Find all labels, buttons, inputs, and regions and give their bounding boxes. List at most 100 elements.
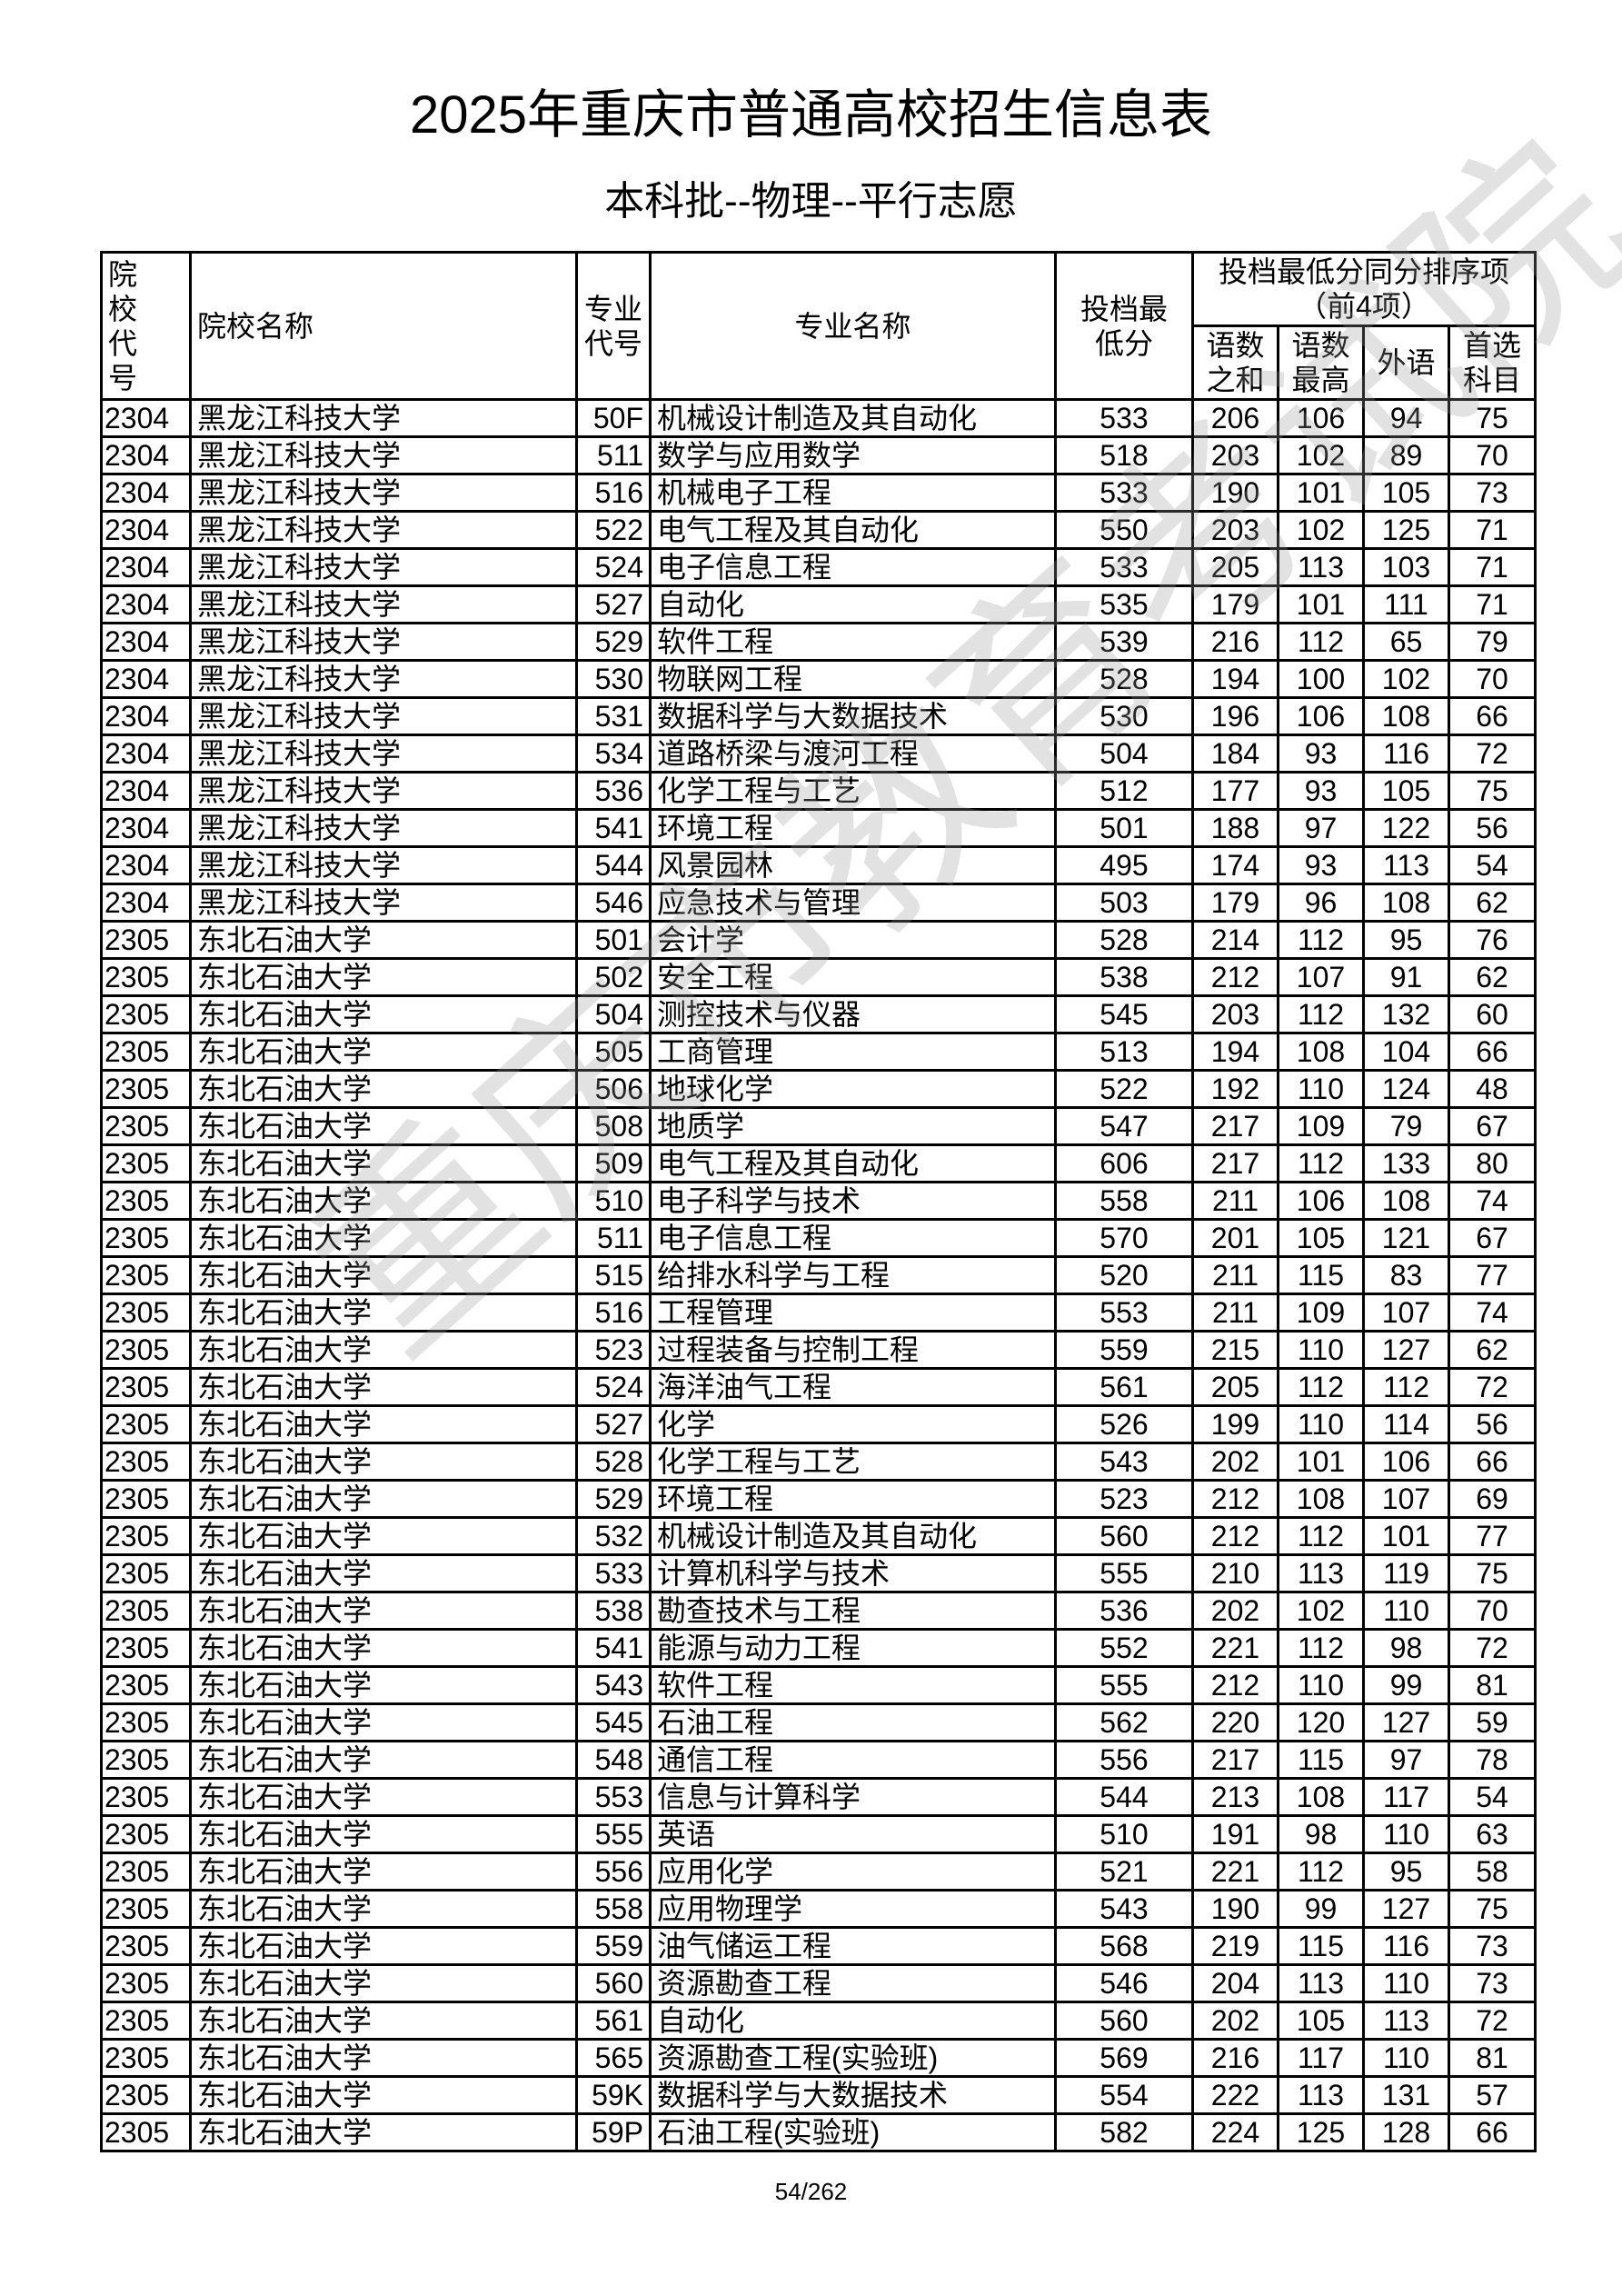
cell-major-code: 555 bbox=[575, 1814, 652, 1854]
cell-school-code: 2305 bbox=[100, 1591, 192, 1631]
header-foreign-lang: 外语 bbox=[1362, 324, 1450, 401]
cell-school-code: 2305 bbox=[100, 1069, 192, 1109]
cell-chn-math-max: 107 bbox=[1277, 957, 1365, 997]
cell-major-name: 数据科学与大数据技术 bbox=[649, 2075, 1057, 2115]
cell-major-code: 548 bbox=[575, 1740, 652, 1780]
cell-school-name: 东北石油大学 bbox=[189, 1255, 578, 1295]
cell-chn-math-sum: 184 bbox=[1191, 734, 1279, 774]
cell-chn-math-sum: 203 bbox=[1191, 994, 1279, 1034]
cell-school-code: 2305 bbox=[100, 1255, 192, 1295]
cell-major-code: 523 bbox=[575, 1330, 652, 1370]
cell-major-code: 565 bbox=[575, 2038, 652, 2078]
cell-min-score: 560 bbox=[1054, 2001, 1194, 2041]
cell-foreign-lang: 65 bbox=[1362, 622, 1450, 662]
cell-school-code: 2304 bbox=[100, 808, 192, 848]
cell-chn-math-sum: 202 bbox=[1191, 2001, 1279, 2041]
cell-school-code: 2305 bbox=[100, 1367, 192, 1407]
cell-school-name: 东北石油大学 bbox=[189, 1553, 578, 1593]
cell-major-name: 化学工程与工艺 bbox=[649, 771, 1057, 811]
cell-chn-math-max: 115 bbox=[1277, 1926, 1365, 1966]
cell-foreign-lang: 127 bbox=[1362, 1330, 1450, 1370]
cell-first-subject: 56 bbox=[1448, 808, 1537, 848]
cell-chn-math-sum: 222 bbox=[1191, 2075, 1279, 2115]
cell-min-score: 556 bbox=[1054, 1740, 1194, 1780]
cell-major-name: 电气工程及其自动化 bbox=[649, 510, 1057, 550]
cell-min-score: 504 bbox=[1054, 734, 1194, 774]
table-row: 2305 东北石油大学 548 通信工程 556 217 115 97 78 bbox=[100, 1740, 1537, 1780]
cell-min-score: 550 bbox=[1054, 510, 1194, 550]
cell-min-score: 513 bbox=[1054, 1032, 1194, 1072]
cell-school-name: 黑龙江科技大学 bbox=[189, 883, 578, 923]
cell-foreign-lang: 94 bbox=[1362, 398, 1450, 438]
cell-chn-math-sum: 214 bbox=[1191, 920, 1279, 960]
cell-first-subject: 70 bbox=[1448, 1591, 1537, 1631]
cell-min-score: 539 bbox=[1054, 622, 1194, 662]
cell-school-code: 2305 bbox=[100, 1926, 192, 1966]
cell-major-name: 机械设计制造及其自动化 bbox=[649, 1516, 1057, 1556]
cell-school-name: 东北石油大学 bbox=[189, 1516, 578, 1556]
cell-chn-math-sum: 221 bbox=[1191, 1852, 1279, 1892]
cell-major-name: 测控技术与仪器 bbox=[649, 994, 1057, 1034]
cell-major-code: 522 bbox=[575, 510, 652, 550]
cell-school-name: 东北石油大学 bbox=[189, 2112, 578, 2152]
cell-chn-math-max: 113 bbox=[1277, 547, 1365, 587]
cell-chn-math-max: 113 bbox=[1277, 2075, 1365, 2115]
table-row: 2305 东北石油大学 59K 数据科学与大数据技术 554 222 113 131 57 bbox=[100, 2075, 1537, 2115]
cell-school-code: 2305 bbox=[100, 1143, 192, 1183]
cell-min-score: 528 bbox=[1054, 659, 1194, 699]
cell-major-name: 电子信息工程 bbox=[649, 547, 1057, 587]
cell-school-name: 东北石油大学 bbox=[189, 1963, 578, 2003]
table-row: 2305 东北石油大学 524 海洋油气工程 561 205 112 112 72 bbox=[100, 1367, 1537, 1407]
cell-foreign-lang: 95 bbox=[1362, 1852, 1450, 1892]
cell-major-code: 50F bbox=[575, 398, 652, 438]
header-tiebreak-group: 投档最低分同分排序项（前4项） bbox=[1191, 251, 1537, 327]
cell-school-code: 2305 bbox=[100, 1404, 192, 1444]
cell-foreign-lang: 99 bbox=[1362, 1665, 1450, 1705]
table-row: 2304 黑龙江科技大学 534 道路桥梁与渡河工程 504 184 93 116 72 bbox=[100, 734, 1537, 774]
cell-chn-math-max: 112 bbox=[1277, 1628, 1365, 1668]
cell-school-name: 东北石油大学 bbox=[189, 1330, 578, 1370]
cell-school-code: 2305 bbox=[100, 994, 192, 1034]
cell-school-name: 东北石油大学 bbox=[189, 2075, 578, 2115]
cell-chn-math-max: 101 bbox=[1277, 473, 1365, 513]
cell-major-name: 物联网工程 bbox=[649, 659, 1057, 699]
cell-school-name: 东北石油大学 bbox=[189, 1442, 578, 1482]
cell-foreign-lang: 128 bbox=[1362, 2112, 1450, 2152]
cell-chn-math-max: 117 bbox=[1277, 2038, 1365, 2078]
cell-first-subject: 62 bbox=[1448, 1330, 1537, 1370]
cell-major-code: 59K bbox=[575, 2075, 652, 2115]
cell-first-subject: 74 bbox=[1448, 1181, 1537, 1221]
cell-chn-math-sum: 191 bbox=[1191, 1814, 1279, 1854]
cell-chn-math-max: 110 bbox=[1277, 1665, 1365, 1705]
cell-school-code: 2305 bbox=[100, 1032, 192, 1072]
cell-foreign-lang: 110 bbox=[1362, 1963, 1450, 2003]
cell-major-name: 机械电子工程 bbox=[649, 473, 1057, 513]
cell-school-code: 2305 bbox=[100, 2112, 192, 2152]
table-row: 2305 东北石油大学 510 电子科学与技术 558 211 106 108 74 bbox=[100, 1181, 1537, 1221]
cell-chn-math-sum: 196 bbox=[1191, 696, 1279, 736]
cell-min-score: 521 bbox=[1054, 1852, 1194, 1892]
table-row: 2305 东北石油大学 541 能源与动力工程 552 221 112 98 72 bbox=[100, 1628, 1537, 1668]
table-row: 2305 东北石油大学 501 会计学 528 214 112 95 76 bbox=[100, 920, 1537, 960]
cell-min-score: 526 bbox=[1054, 1404, 1194, 1444]
cell-chn-math-max: 102 bbox=[1277, 510, 1365, 550]
table-row: 2305 东北石油大学 506 地球化学 522 192 110 124 48 bbox=[100, 1069, 1537, 1109]
cell-major-code: 558 bbox=[575, 1889, 652, 1929]
cell-min-score: 606 bbox=[1054, 1143, 1194, 1183]
cell-chn-math-max: 112 bbox=[1277, 1143, 1365, 1183]
table-row: 2305 东北石油大学 504 测控技术与仪器 545 203 112 132 60 bbox=[100, 994, 1537, 1034]
header-school-code: 院校代号 bbox=[100, 251, 192, 401]
cell-school-name: 黑龙江科技大学 bbox=[189, 808, 578, 848]
cell-school-name: 黑龙江科技大学 bbox=[189, 547, 578, 587]
cell-school-code: 2305 bbox=[100, 1628, 192, 1668]
cell-major-name: 软件工程 bbox=[649, 1665, 1057, 1705]
cell-school-code: 2305 bbox=[100, 1702, 192, 1742]
cell-foreign-lang: 117 bbox=[1362, 1777, 1450, 1817]
cell-chn-math-sum: 177 bbox=[1191, 771, 1279, 811]
cell-school-name: 东北石油大学 bbox=[189, 1777, 578, 1817]
cell-first-subject: 77 bbox=[1448, 1255, 1537, 1295]
cell-major-code: 553 bbox=[575, 1777, 652, 1817]
cell-foreign-lang: 112 bbox=[1362, 1367, 1450, 1407]
cell-chn-math-sum: 190 bbox=[1191, 1889, 1279, 1929]
header-major-name: 专业名称 bbox=[649, 251, 1057, 401]
